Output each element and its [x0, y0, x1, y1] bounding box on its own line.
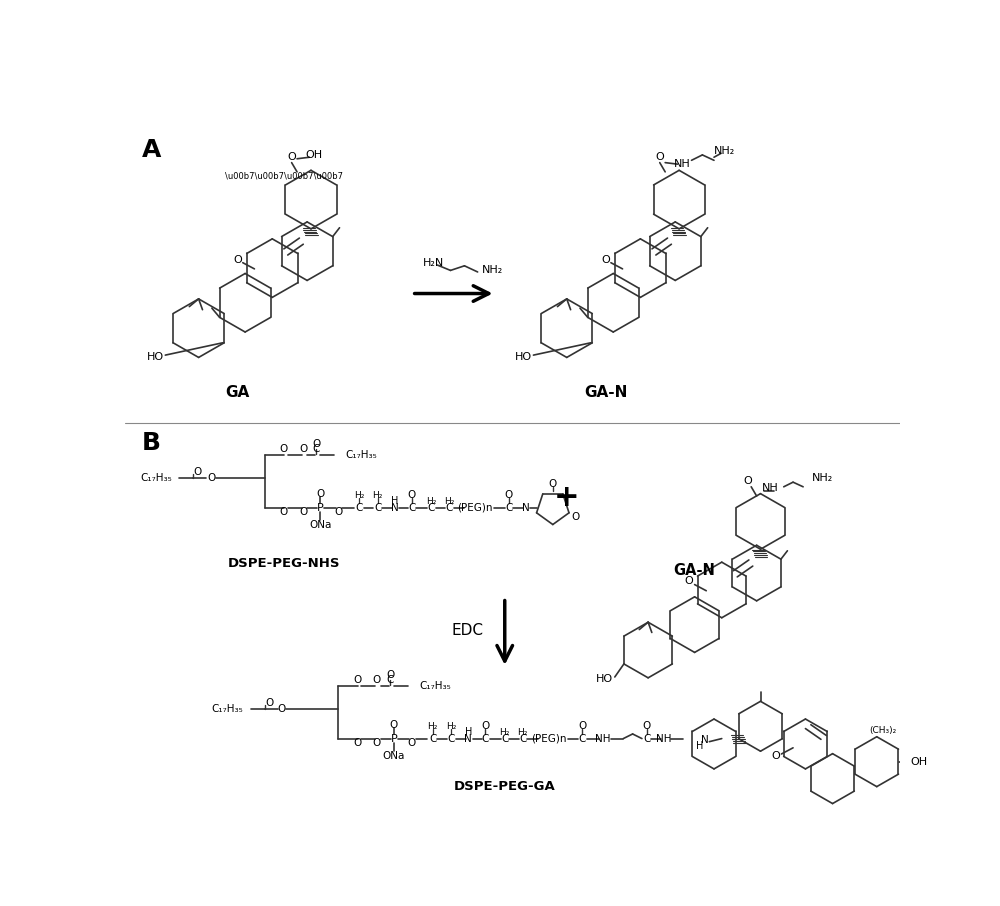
- Text: O: O: [353, 675, 362, 685]
- Text: O: O: [655, 152, 664, 162]
- Text: NH₂: NH₂: [812, 473, 833, 483]
- Text: H₂: H₂: [500, 728, 510, 737]
- Text: P: P: [317, 503, 324, 513]
- Text: HO: HO: [596, 673, 613, 683]
- Text: O: O: [373, 738, 381, 748]
- Text: C: C: [374, 503, 381, 513]
- Text: C: C: [643, 734, 650, 744]
- Text: N: N: [464, 734, 472, 744]
- Text: NH₂: NH₂: [482, 265, 503, 275]
- Text: HO: HO: [147, 352, 164, 361]
- Text: O: O: [505, 490, 513, 500]
- Text: C: C: [408, 503, 415, 513]
- Text: H₂: H₂: [354, 491, 364, 500]
- Text: (PEG)n: (PEG)n: [458, 503, 493, 513]
- Text: O: O: [265, 699, 273, 708]
- Text: C: C: [429, 734, 436, 744]
- Text: C: C: [427, 503, 435, 513]
- Text: C₁₇H₃₅: C₁₇H₃₅: [420, 681, 451, 691]
- Text: H₂: H₂: [426, 496, 436, 506]
- Text: O: O: [390, 719, 398, 729]
- Text: H: H: [391, 496, 398, 506]
- Text: (PEG)n: (PEG)n: [531, 734, 567, 744]
- Text: O: O: [373, 675, 381, 685]
- Text: NH: NH: [656, 734, 671, 744]
- Text: H: H: [465, 728, 472, 737]
- Text: C: C: [445, 503, 453, 513]
- Text: O: O: [772, 750, 780, 760]
- Text: O: O: [744, 477, 752, 487]
- Text: N: N: [391, 503, 399, 513]
- Text: B: B: [142, 430, 161, 455]
- Text: O: O: [408, 738, 416, 748]
- Text: H₂: H₂: [444, 496, 454, 506]
- Text: ONa: ONa: [309, 519, 331, 529]
- Text: C: C: [386, 675, 394, 685]
- Text: EDC: EDC: [451, 623, 483, 639]
- Text: O: O: [194, 467, 202, 477]
- Text: NH: NH: [595, 734, 611, 744]
- Text: N: N: [522, 503, 530, 513]
- Text: O: O: [233, 255, 242, 265]
- Text: O: O: [408, 490, 416, 500]
- Text: O: O: [299, 444, 307, 454]
- Text: H₂N: H₂N: [423, 257, 445, 267]
- Text: P: P: [391, 734, 397, 744]
- Text: O: O: [277, 704, 286, 714]
- Text: DSPE-PEG-GA: DSPE-PEG-GA: [454, 780, 556, 793]
- Text: O: O: [601, 255, 610, 265]
- Text: (CH₃)₂: (CH₃)₂: [869, 727, 897, 736]
- Text: H₂: H₂: [427, 722, 438, 731]
- Text: O: O: [386, 670, 394, 680]
- Text: O: O: [642, 721, 651, 731]
- Text: C₁₇H₃₅: C₁₇H₃₅: [212, 704, 244, 714]
- Text: C: C: [519, 734, 526, 744]
- Text: C: C: [501, 734, 508, 744]
- Text: OH: OH: [306, 149, 323, 160]
- Text: O: O: [334, 507, 342, 517]
- Text: O: O: [549, 478, 557, 488]
- Text: O: O: [571, 512, 579, 522]
- Text: OH: OH: [910, 757, 927, 766]
- Text: NH: NH: [674, 159, 691, 169]
- Text: A: A: [142, 138, 161, 162]
- Text: O: O: [578, 721, 586, 731]
- Text: H₂: H₂: [446, 722, 456, 731]
- Text: O: O: [299, 507, 307, 517]
- Text: C: C: [355, 503, 363, 513]
- Text: C₁₇H₃₅: C₁₇H₃₅: [140, 473, 172, 483]
- Text: N: N: [701, 735, 709, 745]
- Text: NH₂: NH₂: [713, 146, 735, 156]
- Text: O: O: [280, 507, 288, 517]
- Text: O: O: [287, 152, 296, 162]
- Text: O: O: [353, 738, 362, 748]
- Text: H: H: [696, 741, 704, 751]
- Text: GA: GA: [225, 384, 250, 400]
- Text: HO: HO: [515, 352, 532, 361]
- Text: O: O: [685, 576, 694, 586]
- Text: O: O: [207, 473, 215, 483]
- Text: C: C: [313, 444, 320, 454]
- Text: H₂: H₂: [372, 491, 383, 500]
- Text: DSPE-PEG-NHS: DSPE-PEG-NHS: [228, 556, 340, 570]
- Text: C: C: [579, 734, 586, 744]
- Text: C₁₇H₃₅: C₁₇H₃₅: [346, 450, 378, 460]
- Text: +: +: [554, 483, 580, 512]
- Text: ONa: ONa: [383, 750, 405, 760]
- Text: C: C: [482, 734, 489, 744]
- Text: \u00b7\u00b7\u00b7\u00b7: \u00b7\u00b7\u00b7\u00b7: [225, 172, 343, 181]
- Text: O: O: [312, 439, 321, 448]
- Text: O: O: [481, 721, 490, 731]
- Text: GA-N: GA-N: [674, 564, 716, 578]
- Text: NH: NH: [762, 483, 779, 494]
- Text: O: O: [280, 444, 288, 454]
- Text: GA-N: GA-N: [584, 384, 627, 400]
- Text: C: C: [448, 734, 455, 744]
- Text: O: O: [316, 488, 324, 498]
- Text: H₂: H₂: [517, 728, 528, 737]
- Text: C: C: [505, 503, 512, 513]
